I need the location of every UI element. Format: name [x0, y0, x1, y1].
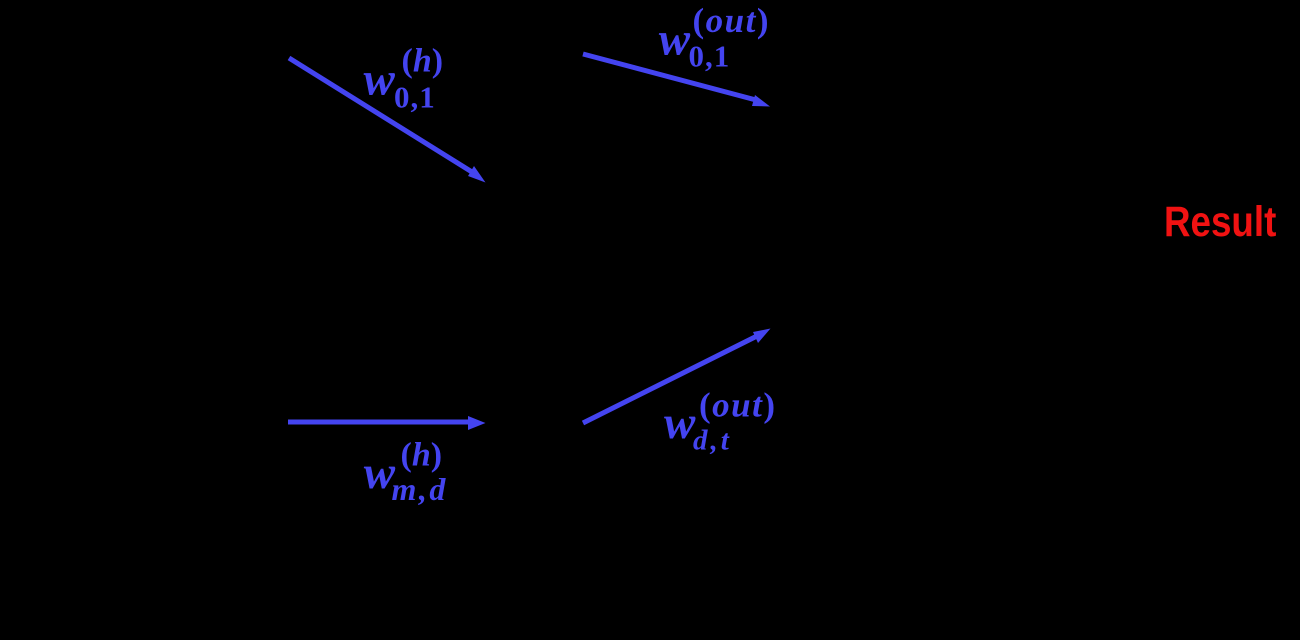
- svg-text:w: w: [364, 447, 396, 499]
- svg-text:(out): (out): [699, 386, 777, 425]
- svg-text:w: w: [364, 54, 396, 106]
- svg-text:w: w: [664, 397, 696, 449]
- svg-text:(out): (out): [693, 1, 771, 40]
- svg-text:0,1: 0,1: [394, 80, 436, 115]
- svg-text:0,1: 0,1: [689, 38, 731, 73]
- svg-text:Result: Result: [1164, 198, 1276, 245]
- svg-text:w: w: [659, 14, 691, 66]
- svg-text:d,t: d,t: [693, 425, 732, 457]
- svg-text:(h): (h): [401, 437, 443, 474]
- svg-text:m,d: m,d: [392, 471, 448, 507]
- svg-text:(h): (h): [402, 43, 444, 80]
